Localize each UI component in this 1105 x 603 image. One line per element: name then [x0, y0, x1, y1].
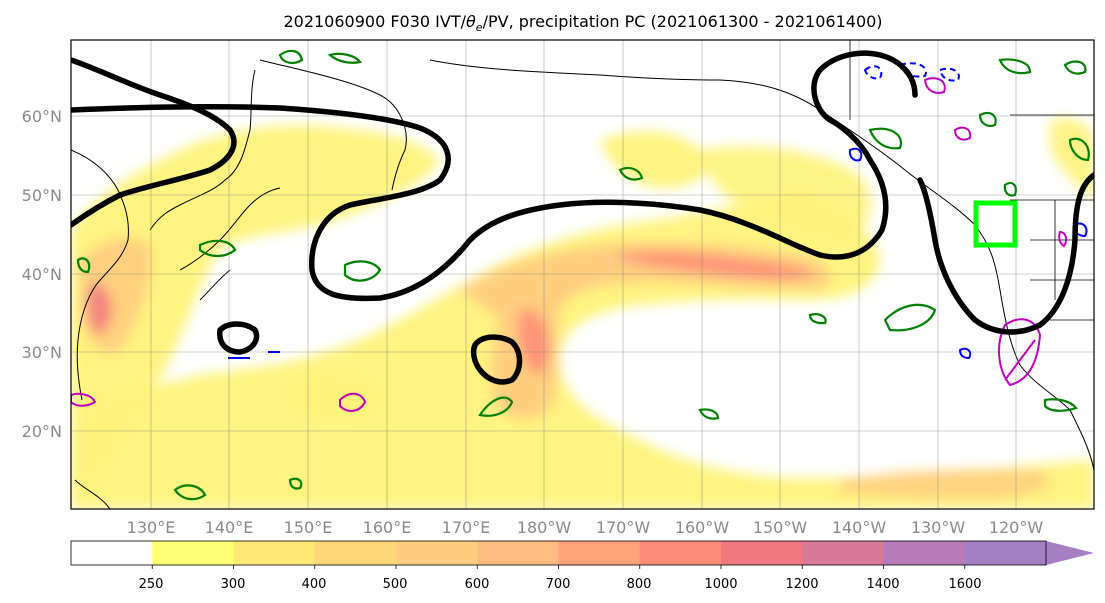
colorbar-extend-arrow [1046, 541, 1094, 565]
contours-blue [228, 62, 1088, 360]
map-panel [70, 39, 1095, 510]
colorbar-labels: 250 300 400 500 600 700 800 1000 1200 14… [139, 577, 982, 592]
lon-label: 140°E [205, 518, 254, 537]
colorbar-ticks [151, 565, 966, 569]
colorbar-segment [314, 541, 397, 565]
colorbar-segment [639, 541, 722, 565]
gridlines [71, 40, 1094, 509]
colorbar-segment [396, 541, 478, 565]
colorbar-segment [152, 541, 234, 565]
colorbar-segment [802, 541, 884, 565]
colorbar-segment [477, 541, 559, 565]
colorbar-label: 1000 [704, 577, 737, 592]
lat-label: 50°N [22, 186, 62, 205]
colorbar-label: 1600 [948, 577, 981, 592]
colorbar-segment [233, 541, 316, 565]
longitude-labels: 130°E 140°E 150°E 160°E 170°E 180°W 170°… [127, 518, 1044, 537]
colorbar-segment [883, 541, 966, 565]
lat-label: 60°N [22, 107, 62, 126]
lon-label: 130°E [127, 518, 176, 537]
map-frame [70, 39, 1095, 510]
colorbar-segment [964, 541, 1047, 565]
colorbar-label: 400 [302, 577, 327, 592]
lat-label: 40°N [22, 265, 62, 284]
colorbar-label: 700 [546, 577, 571, 592]
colorbar-label: 600 [465, 577, 490, 592]
colorbar-segment [721, 541, 803, 565]
lon-label: 170°W [596, 518, 651, 537]
colorbar-label: 250 [139, 577, 164, 592]
lon-label: 150°E [284, 518, 333, 537]
lon-label: 170°E [442, 518, 491, 537]
lon-label: 140°W [832, 518, 887, 537]
pv-contours-green [76, 49, 1090, 501]
lon-label: 150°W [753, 518, 808, 537]
ivt-shading [71, 118, 1094, 509]
colorbar-label: 1400 [866, 577, 899, 592]
contours-magenta [71, 77, 1068, 412]
latitude-labels: 60°N 50°N 40°N 30°N 20°N [22, 107, 62, 441]
colorbar-label: 1200 [785, 577, 818, 592]
colorbar-segment [71, 541, 153, 565]
lon-label: 130°W [911, 518, 966, 537]
lon-label: 120°W [989, 518, 1044, 537]
lat-label: 30°N [22, 343, 62, 362]
colorbar-label: 500 [383, 577, 408, 592]
lon-label: 180°W [517, 518, 572, 537]
lon-label: 160°E [363, 518, 412, 537]
colorbar: 250 300 400 500 600 700 800 1000 1200 14… [70, 540, 1094, 592]
theta-e-contours-black [71, 50, 1094, 385]
target-region-box [973, 200, 1018, 248]
colorbar-segments [71, 541, 1047, 565]
colorbar-segment [558, 541, 641, 565]
figure-title: 2021060900 F030 IVT/θe/PV, precipitation… [283, 12, 882, 34]
colorbar-label: 800 [627, 577, 652, 592]
lat-label: 20°N [22, 422, 62, 441]
colorbar-label: 300 [221, 577, 246, 592]
lon-label: 160°W [675, 518, 730, 537]
